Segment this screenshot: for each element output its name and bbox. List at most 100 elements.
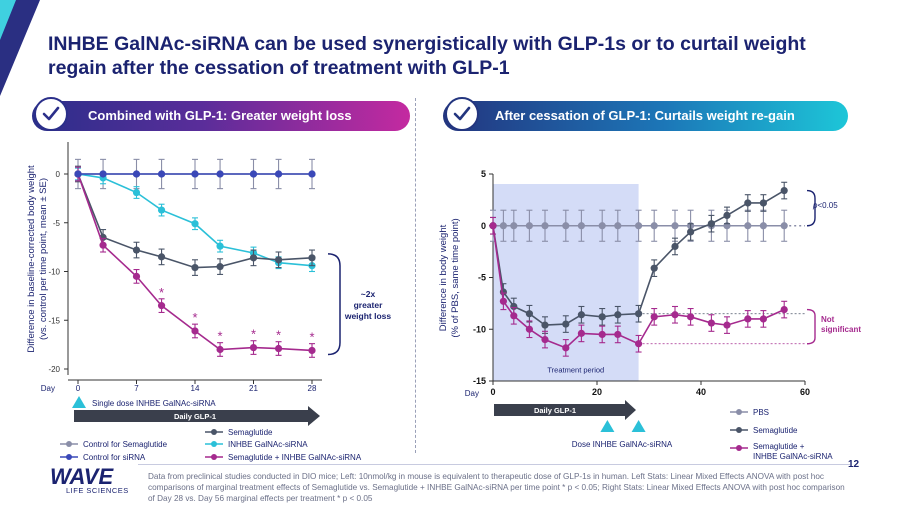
significance-star: * <box>309 330 314 345</box>
point-control_sema <box>562 222 570 230</box>
point-control_sema <box>577 222 585 230</box>
x-tick-label: 21 <box>249 384 258 393</box>
wave-logo: WAVE <box>50 464 114 488</box>
legend-marker-control_sema <box>66 441 72 447</box>
legend-marker-semaglutide <box>736 427 742 433</box>
point-semaglutide <box>744 199 752 207</box>
point-control_sirna <box>216 170 224 178</box>
point-combo <box>510 312 518 320</box>
point-semaglutide <box>614 311 622 319</box>
point-control_sirna <box>74 170 82 178</box>
point-sirna <box>132 188 141 197</box>
legend-label-sirna: INHBE GalNAc-siRNA <box>228 440 308 449</box>
footnote: Data from preclinical studies conducted … <box>148 472 845 503</box>
point-combo <box>274 344 283 353</box>
logo-wordmark: WAVE <box>50 464 114 488</box>
left-panel-banner: Combined with GLP-1: Greater weight loss <box>32 97 410 131</box>
p-value: <0.05 <box>817 201 838 210</box>
point-control_sirna <box>249 170 258 178</box>
point-semaglutide <box>650 264 658 272</box>
point-semaglutide <box>525 310 533 318</box>
point-combo <box>780 305 788 314</box>
point-control_sema <box>744 222 752 230</box>
point-control_sirna <box>191 170 199 178</box>
checkmark-icon <box>34 97 68 131</box>
point-control_sema <box>499 222 507 230</box>
significance-star: * <box>192 310 197 325</box>
point-combo <box>216 345 224 354</box>
legend-label-control_sema: Control for Semaglutide <box>83 440 168 449</box>
point-control_sema <box>510 222 518 230</box>
significance-star: * <box>276 328 281 343</box>
point-sirna <box>191 220 199 228</box>
point-control_sema <box>650 222 658 230</box>
legend-label-combo: Semaglutide + <box>753 442 805 451</box>
point-control_sema <box>598 222 606 230</box>
point-semaglutide <box>308 254 316 262</box>
left-banner-text: Combined with GLP-1: Greater weight loss <box>88 108 352 123</box>
point-semaglutide <box>780 186 788 195</box>
point-semaglutide <box>577 311 585 319</box>
point-combo <box>132 272 141 280</box>
ns-label: Not <box>821 315 835 324</box>
point-control_sema <box>525 222 533 230</box>
point-combo <box>308 346 316 355</box>
point-combo <box>598 330 606 339</box>
y-tick-label: 0 <box>481 221 486 231</box>
y-axis-label: Difference in baseline-corrected body we… <box>26 165 49 353</box>
point-sirna <box>157 206 166 214</box>
point-combo <box>562 344 570 352</box>
ns-bracket <box>806 308 816 345</box>
ns-label: significant <box>821 325 861 334</box>
point-combo <box>499 297 507 305</box>
point-semaglutide <box>687 228 695 236</box>
glp1-arrow <box>74 406 320 426</box>
legend-marker-control_sema <box>736 409 742 415</box>
y-tick-label: 0 <box>56 170 61 179</box>
x-tick-label: 0 <box>76 384 81 393</box>
x-axis-label: Day <box>465 389 479 398</box>
y-tick-label: 5 <box>481 169 486 179</box>
y-tick-label: -15 <box>48 316 60 325</box>
p-value-label: p<0.05 <box>812 201 838 210</box>
y-axis-label-line: (vs. control per time point, mean ± SE) <box>38 178 49 340</box>
x-tick-label: 7 <box>134 384 139 393</box>
point-combo <box>614 330 622 339</box>
slide-title: INHBE GalNAc-siRNA can be used synergist… <box>48 33 806 79</box>
legend-label-semaglutide: Semaglutide <box>228 428 273 437</box>
dose-triangle <box>600 420 615 432</box>
significance-star: * <box>159 285 164 300</box>
p-bracket <box>806 189 816 227</box>
x-tick-label: 40 <box>696 387 706 397</box>
significance-star: * <box>251 327 256 342</box>
point-control_sema <box>614 222 622 230</box>
y-axis-label-line: Difference in baseline-corrected body we… <box>26 165 37 353</box>
point-control_sirna <box>132 170 141 178</box>
x-tick-label: 28 <box>308 384 317 393</box>
footer-divider <box>138 464 850 465</box>
point-semaglutide <box>671 242 679 251</box>
dose-triangle <box>631 420 646 432</box>
y-tick-label: -15 <box>473 376 486 386</box>
point-control_sema <box>635 222 643 230</box>
point-semaglutide <box>249 254 258 262</box>
point-combo <box>249 343 258 352</box>
legend-label-combo-line2: INHBE GalNAc-siRNA <box>753 452 833 461</box>
legend-label-control_sirna: Control for siRNA <box>83 453 146 462</box>
point-combo <box>671 311 679 319</box>
point-combo <box>157 302 166 310</box>
legend-label-semaglutide: Semaglutide <box>753 426 798 435</box>
point-combo <box>541 336 549 344</box>
panel-divider <box>415 98 416 453</box>
glp1-arrow <box>494 400 636 420</box>
point-control_sema <box>541 222 549 230</box>
point-combo <box>191 327 199 335</box>
dose-triangle <box>72 396 86 408</box>
x-tick-label: 20 <box>592 387 602 397</box>
point-combo <box>577 329 585 337</box>
y-tick-label: -5 <box>53 219 61 228</box>
point-control_sirna <box>308 170 316 178</box>
point-semaglutide <box>510 302 518 311</box>
p-italic: p <box>812 201 818 210</box>
point-semaglutide <box>541 321 549 329</box>
